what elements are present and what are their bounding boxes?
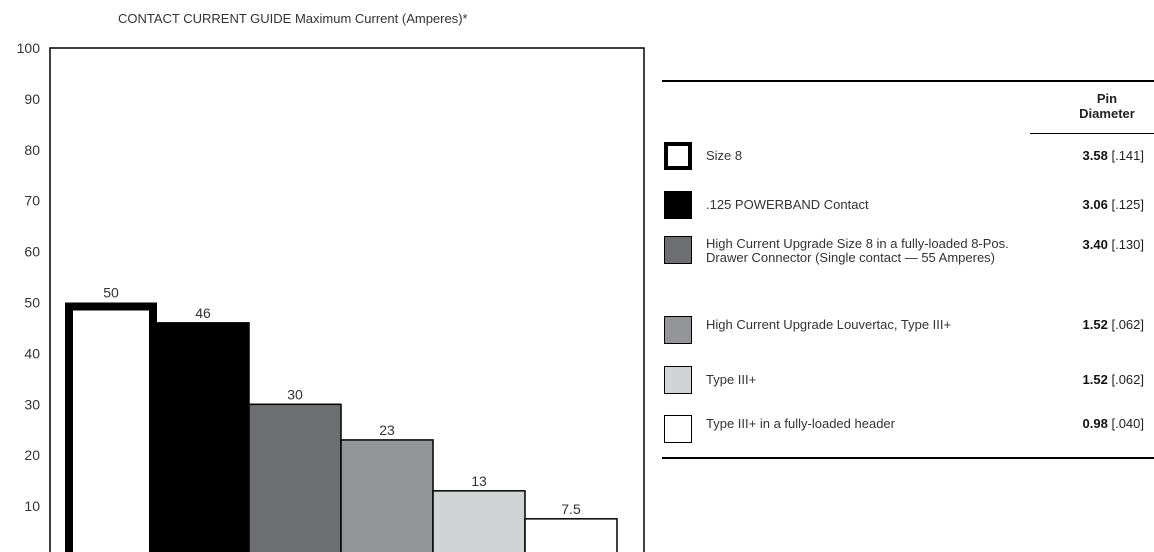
legend-row-pin-diameter: 3.58 [.141]	[1083, 148, 1144, 163]
bar-chart: 0 10 20 30 40 50 60 70 80 90 100 50 46 30 23 13 7.5	[17, 40, 645, 552]
legend-row-pin-diameter: 1.52 [.062]	[1083, 372, 1144, 387]
y-tick-label: 50	[24, 295, 40, 311]
pin-diameter-inch: [.125]	[1107, 197, 1144, 212]
y-tick-label: 70	[24, 193, 40, 209]
bar	[432, 490, 526, 552]
legend-row-label: .125 POWERBAND Contact	[706, 197, 869, 212]
legend-swatch	[664, 316, 692, 344]
legend-row-label: Type III+ in a fully-loaded header	[706, 416, 895, 431]
legend-row-label: Type III+	[706, 372, 757, 387]
pin-diameter-mm: 0.98	[1082, 416, 1108, 431]
legend-swatch	[664, 191, 692, 219]
legend-row-label: High Current Upgrade Louvertac, Type III…	[706, 317, 952, 332]
pin-diameter-header: Pin Diameter	[1079, 91, 1135, 121]
legend-swatch	[664, 236, 692, 264]
pin-diameter-mm: 1.52	[1082, 317, 1108, 332]
legend-row-pin-diameter: 3.40 [.130]	[1083, 237, 1144, 252]
legend-row-pin-diameter: 0.98 [.040]	[1083, 416, 1144, 431]
y-tick-label: 10	[24, 498, 40, 514]
bar	[248, 403, 342, 552]
y-tick-label: 30	[24, 396, 40, 412]
y-tick-label: 100	[17, 40, 41, 56]
y-tick-label: 60	[24, 244, 40, 260]
legend-swatch	[664, 142, 692, 170]
bar-value-label: 50	[103, 285, 119, 301]
bar-value-label: 23	[379, 422, 395, 438]
legend-row-label: High Current Upgrade Size 8 in a fully-l…	[706, 236, 1009, 265]
bar	[340, 439, 434, 552]
pin-header-underline	[1030, 133, 1154, 134]
legend-top-rule	[662, 80, 1154, 82]
bar	[156, 322, 250, 552]
bar	[65, 302, 157, 552]
y-tick-label: 40	[24, 345, 40, 361]
legend-table: Pin Diameter Size 8 3.58 [.141] .125 POWER…	[662, 80, 1154, 459]
bar-value-label: 13	[471, 473, 487, 489]
legend-swatch	[664, 366, 692, 394]
pin-diameter-inch: [.062]	[1107, 372, 1144, 387]
bar-value-label: 46	[195, 305, 211, 321]
legend-row-pin-diameter: 3.06 [.125]	[1083, 197, 1144, 212]
bar-value-label: 7.5	[561, 501, 581, 517]
y-tick-label: 90	[24, 91, 40, 107]
chart-title: CONTACT CURRENT GUIDE Maximum Current (A…	[118, 11, 468, 26]
bar-value-label: 30	[287, 386, 303, 402]
pin-diameter-inch: [.040]	[1107, 416, 1144, 431]
y-tick-label: 0	[32, 549, 40, 552]
y-tick-label: 80	[24, 142, 40, 158]
pin-diameter-inch: [.130]	[1107, 237, 1144, 252]
pin-diameter-mm: 1.52	[1082, 372, 1108, 387]
bar	[524, 518, 618, 552]
y-tick-label: 20	[24, 447, 40, 463]
pin-diameter-inch: [.141]	[1107, 148, 1144, 163]
legend-header: Pin Diameter	[662, 82, 1154, 134]
legend-swatch	[664, 415, 692, 443]
pin-diameter-mm: 3.58	[1082, 148, 1108, 163]
pin-diameter-inch: [.062]	[1107, 317, 1144, 332]
legend-row-label: Size 8	[706, 148, 743, 163]
legend-bottom-rule	[662, 457, 1154, 459]
legend-row-pin-diameter: 1.52 [.062]	[1083, 317, 1144, 332]
pin-diameter-mm: 3.06	[1082, 197, 1108, 212]
plot-frame	[49, 47, 645, 552]
pin-diameter-mm: 3.40	[1082, 237, 1108, 252]
